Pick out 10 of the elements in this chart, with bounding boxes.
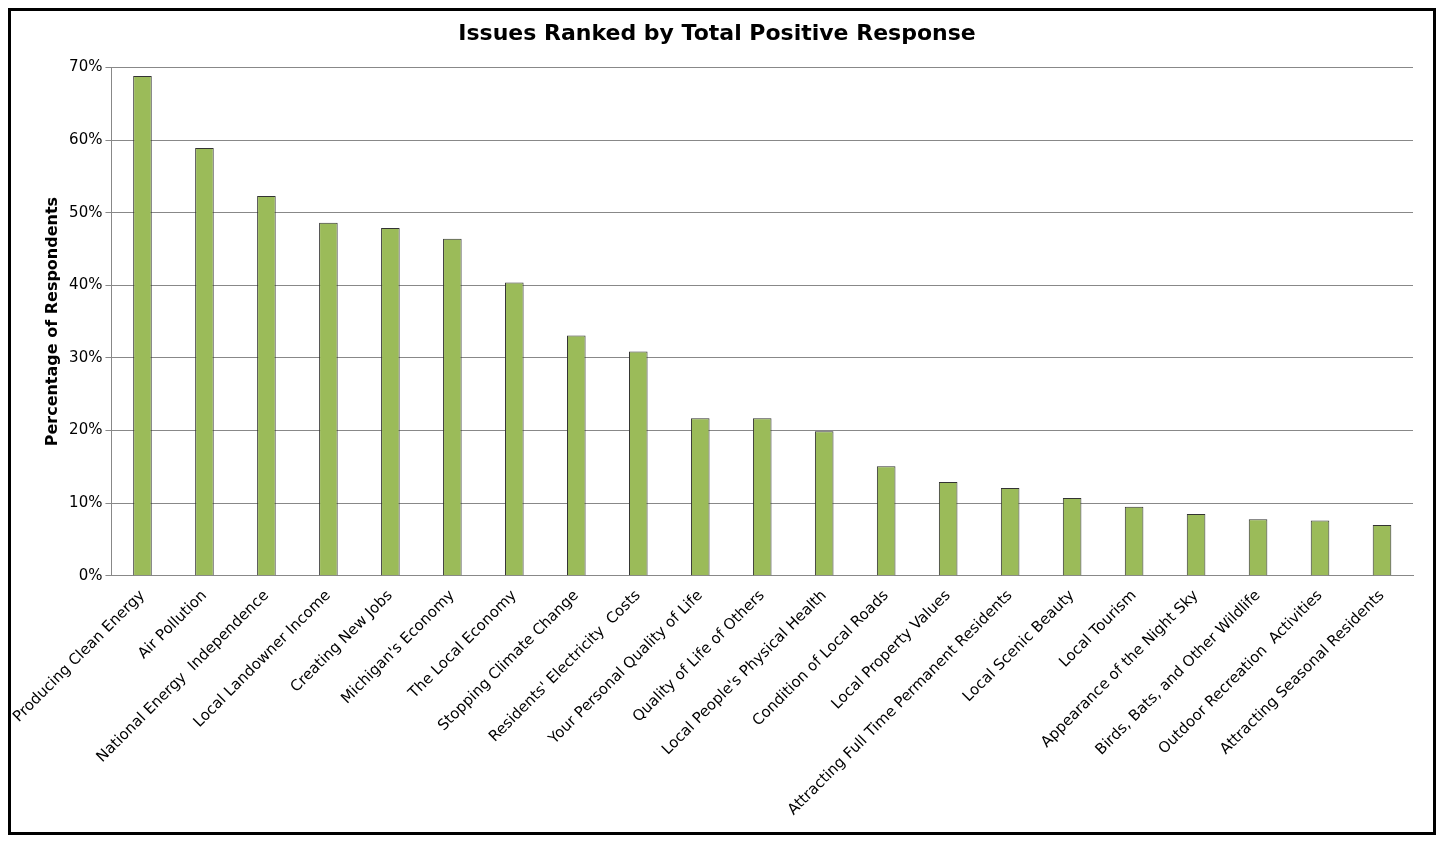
y-tick-label: 0% <box>78 565 103 584</box>
y-tick-label: 40% <box>69 275 103 294</box>
y-tick-label: 60% <box>69 129 103 148</box>
chart-title: Issues Ranked by Total Positive Response <box>458 19 976 45</box>
y-tick-label: 70% <box>69 57 103 76</box>
y-axis-title: Percentage of Respondents <box>41 196 61 447</box>
y-tick-label: 10% <box>69 493 103 512</box>
y-tick-label: 50% <box>69 202 103 221</box>
y-tick-label: 30% <box>69 347 103 366</box>
y-tick-label: 20% <box>69 420 103 439</box>
